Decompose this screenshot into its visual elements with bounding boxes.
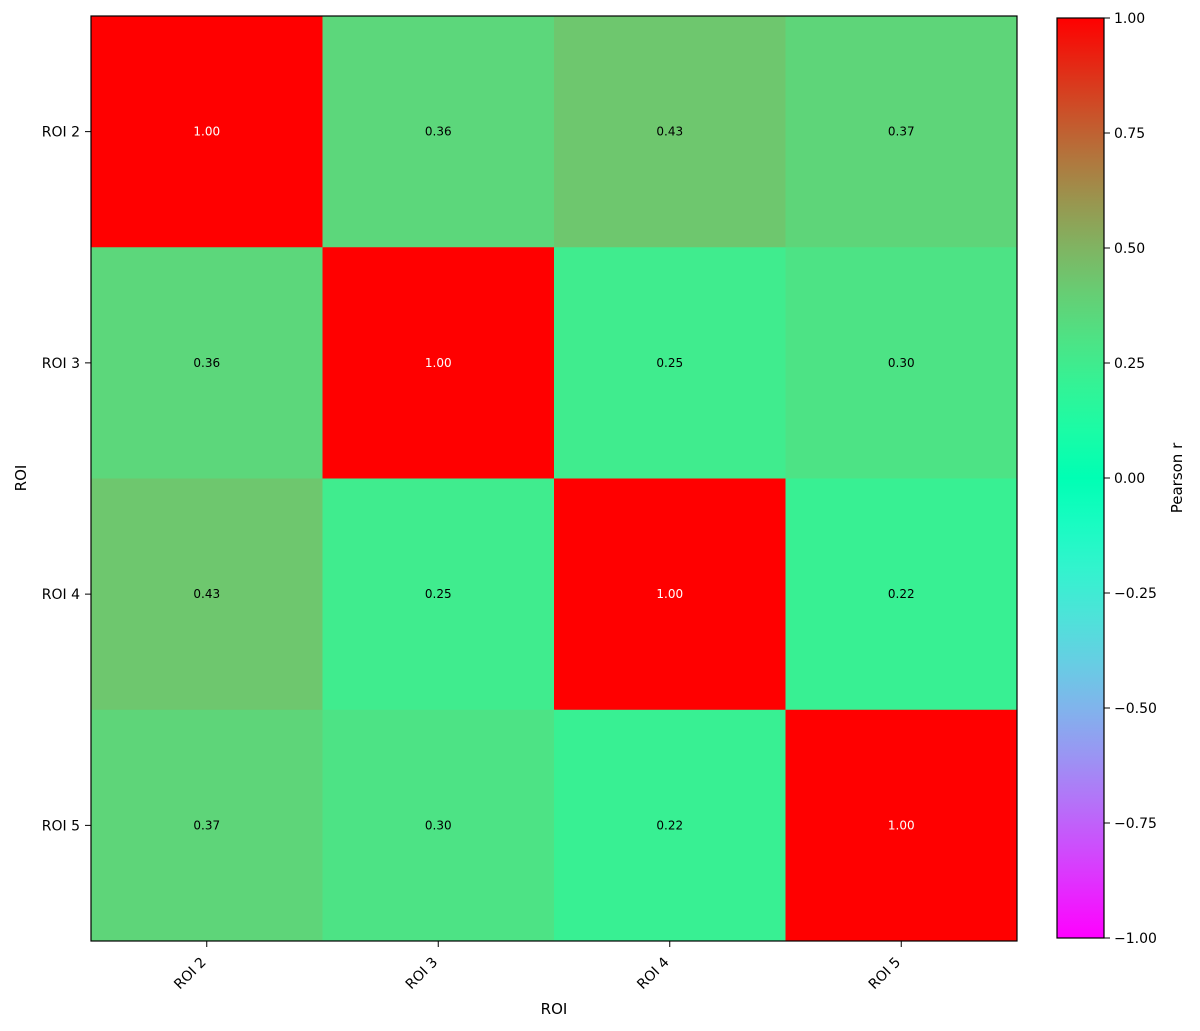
x-tick-label: ROI 5: [866, 955, 904, 993]
colorbar-tick-label: 0.75: [1114, 126, 1145, 142]
heatmap-cell: [322, 478, 555, 711]
heatmap-cell: [91, 478, 323, 711]
x-tick-label: ROI 3: [403, 955, 441, 993]
heatmap-cell: [322, 247, 555, 479]
heatmap-cell: [91, 247, 323, 479]
x-tick-label: ROI 2: [171, 955, 209, 993]
heatmap-cell: [91, 16, 323, 248]
colorbar-tick-label: 0.50: [1114, 241, 1145, 257]
cell-value-label: 0.22: [656, 818, 683, 832]
cell-value-label: 0.30: [888, 356, 915, 370]
y-tick-label: ROI 2: [42, 125, 80, 141]
cell-value-label: 0.30: [425, 818, 452, 832]
colorbar-tick-label: −0.25: [1114, 586, 1157, 602]
cell-value-label: 0.36: [193, 356, 220, 370]
cell-value-label: 0.37: [193, 818, 220, 832]
cell-value-label: 0.37: [888, 125, 915, 139]
heatmap-cell: [785, 478, 1018, 711]
cell-value-label: 0.43: [193, 587, 220, 601]
heatmap-cell: [785, 247, 1018, 479]
heatmap-cell: [322, 709, 555, 942]
y-tick-label: ROI 4: [42, 587, 80, 603]
heatmap-cell: [91, 709, 323, 942]
cell-value-label: 1.00: [888, 818, 915, 832]
cell-value-label: 0.43: [656, 125, 683, 139]
heatmap-cells: [91, 16, 1018, 942]
y-axis-ticks: ROI 2 ROI 3 ROI 4 ROI 5: [42, 125, 91, 834]
colorbar-tick-label: 1.00: [1114, 11, 1145, 27]
x-tick-label: ROI 4: [634, 954, 672, 992]
colorbar-tick-label: 0.00: [1114, 471, 1145, 487]
colorbar-ticks: 1.00 0.75 0.50 0.25 0.00 −0.25 −0.50 −0.75 −1.00: [1104, 11, 1157, 947]
x-axis-ticks: ROI 2 ROI 3 ROI 4 ROI 5: [171, 941, 904, 993]
cell-value-label: 1.00: [425, 356, 452, 370]
cell-value-label: 1.00: [193, 125, 220, 139]
colorbar-label: Pearson r: [1168, 442, 1186, 513]
cell-value-label: 1.00: [656, 587, 683, 601]
colorbar-tick-label: −1.00: [1114, 931, 1157, 947]
y-tick-label: ROI 3: [42, 356, 80, 372]
heatmap-cell-labels: 1.00 0.36 0.43 0.37 0.36 1.00 0.25 0.30 0.43 0.25…: [193, 125, 914, 833]
cell-value-label: 0.25: [656, 356, 683, 370]
heatmap-cell: [554, 478, 786, 711]
colorbar-tick-label: −0.75: [1114, 816, 1157, 832]
heatmap-cell: [554, 247, 786, 479]
x-axis-label: ROI: [541, 1000, 568, 1018]
heatmap-cell: [785, 16, 1018, 248]
cell-value-label: 0.36: [425, 125, 452, 139]
colorbar-tick-label: −0.50: [1114, 701, 1157, 717]
y-tick-label: ROI 5: [42, 818, 80, 834]
heatmap-cell: [554, 709, 786, 942]
heatmap-cell: [554, 16, 786, 248]
colorbar: [1056, 17, 1105, 939]
y-axis-label: ROI: [12, 465, 30, 492]
heatmap-cell: [785, 709, 1018, 942]
heatmap-cell: [322, 16, 555, 248]
cell-value-label: 0.22: [888, 587, 915, 601]
colorbar-tick-label: 0.25: [1114, 356, 1145, 372]
plot-frame: [90, 15, 1018, 942]
cell-value-label: 0.25: [425, 587, 452, 601]
